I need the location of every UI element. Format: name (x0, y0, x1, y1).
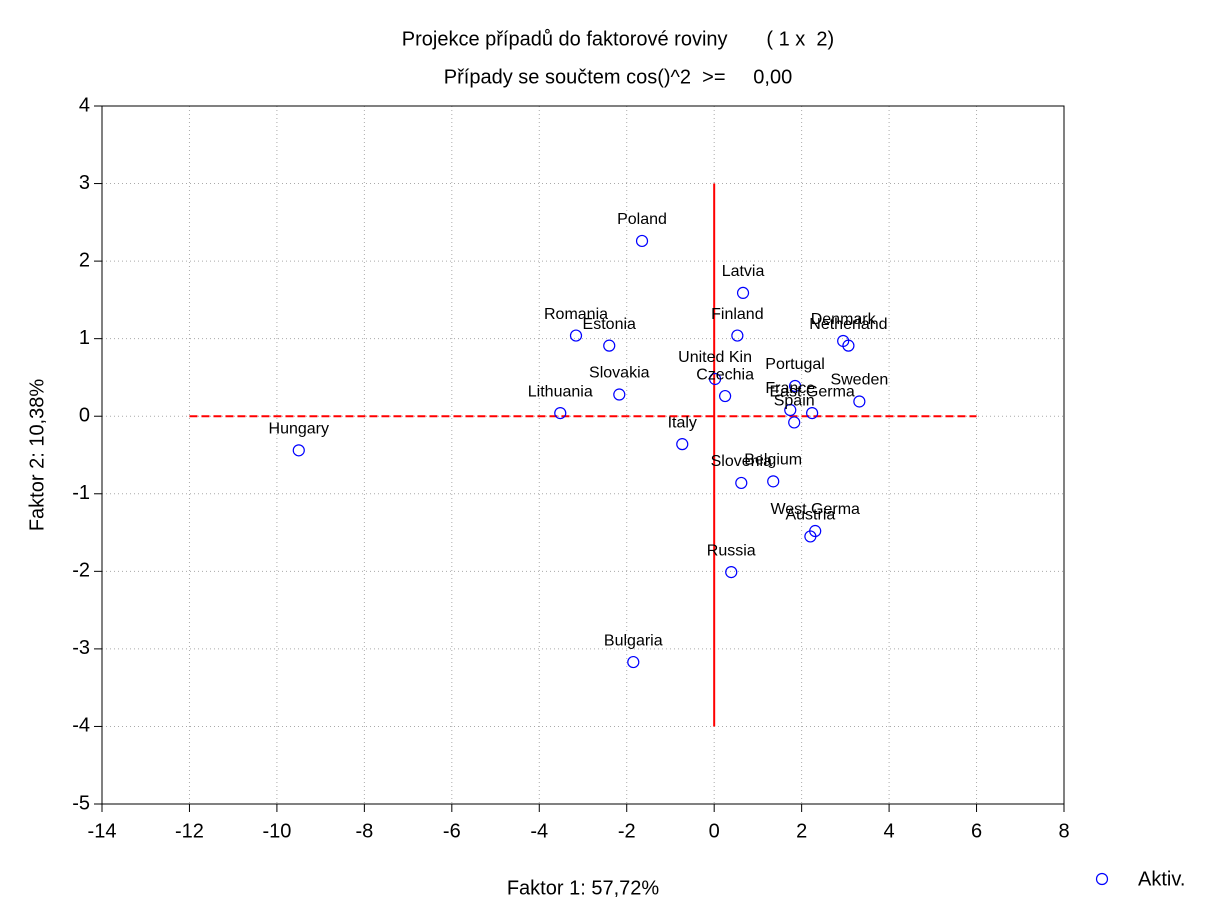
point (613, 388, 626, 401)
y-tick-label: 3 (79, 172, 90, 194)
point-label: Netherland (809, 316, 887, 333)
x-tick-label: 6 (971, 820, 982, 842)
point (635, 234, 649, 248)
y-tick-label: -2 (72, 560, 90, 582)
grid (94, 105, 1065, 812)
chart-title: Projekce případů do faktorové roviny ( 1… (402, 28, 834, 50)
point (735, 476, 748, 490)
point-label: Latvia (722, 263, 765, 280)
point-label: Czechia (696, 366, 754, 383)
chart-subtitle: Případy se součtem cos()^2 >= 0,00 (444, 66, 792, 88)
point-label: Hungary (269, 421, 329, 438)
point (842, 339, 855, 352)
point-label: Romania (544, 306, 608, 323)
point-label: Lithuania (528, 383, 593, 400)
point (767, 475, 780, 488)
point-label: East Germa (769, 383, 854, 400)
y-tick-label: 0 (79, 405, 90, 427)
x-tick-label: -14 (88, 820, 117, 842)
x-tick-label: 2 (796, 820, 807, 842)
point (292, 444, 305, 457)
x-tick-label: -12 (175, 820, 204, 842)
point-label: Slovakia (589, 365, 650, 382)
x-tick-label: -10 (262, 820, 291, 842)
y-axis-label: Faktor 2: 10,38% (26, 379, 48, 532)
point-label: France (765, 380, 815, 397)
x-tick-label: -2 (618, 820, 636, 842)
reference-lines (189, 183, 977, 727)
point-label: Poland (617, 211, 667, 228)
point (676, 438, 689, 451)
y-tick-label: -3 (72, 637, 90, 659)
point (569, 329, 583, 342)
point (788, 416, 801, 429)
point (554, 407, 567, 420)
point (627, 655, 640, 669)
legend-label: Aktiv. (1138, 868, 1185, 890)
legend-marker (1095, 872, 1109, 886)
point-label: Portugal (765, 356, 825, 373)
y-tick-label: -4 (72, 715, 90, 737)
x-tick-label: 4 (884, 820, 895, 842)
point-label: Austria (785, 507, 835, 524)
point (806, 407, 819, 420)
point (708, 372, 722, 386)
point (784, 403, 797, 417)
y-tick-label: -1 (72, 482, 90, 504)
x-tick-label: -4 (530, 820, 548, 842)
y-tick-label: 4 (79, 94, 90, 116)
point (725, 566, 738, 579)
point-label: West Germa (770, 501, 860, 518)
x-tick-label: -8 (355, 820, 373, 842)
point-label: Italy (668, 414, 697, 431)
legend: Aktiv. (1095, 868, 1185, 890)
point (788, 379, 802, 393)
plot-frame (101, 105, 1065, 805)
point-label: Slovenia (711, 453, 772, 470)
point-label: Bulgaria (604, 632, 663, 649)
y-tick-label: -5 (72, 792, 90, 814)
x-tick-label: 8 (1058, 820, 1069, 842)
point-label: United Kin (678, 349, 752, 366)
point (603, 339, 616, 352)
point-label: Denmark (811, 311, 877, 328)
point-label: Finland (711, 306, 763, 323)
point-label: Sweden (830, 372, 888, 389)
x-axis-label: Faktor 1: 57,72% (507, 877, 660, 899)
point (853, 395, 866, 408)
point (731, 329, 744, 342)
point-label: Estonia (583, 316, 636, 333)
point-label: Belgium (744, 452, 802, 469)
point (736, 286, 750, 300)
x-tick-label: -6 (443, 820, 461, 842)
y-tick-label: 1 (79, 327, 90, 349)
y-tick-label: 2 (79, 249, 90, 271)
point (719, 389, 732, 403)
point-label: Russia (707, 542, 756, 559)
point (804, 530, 817, 543)
point-label: Spain (774, 393, 815, 410)
x-tick-label: 0 (709, 820, 720, 842)
